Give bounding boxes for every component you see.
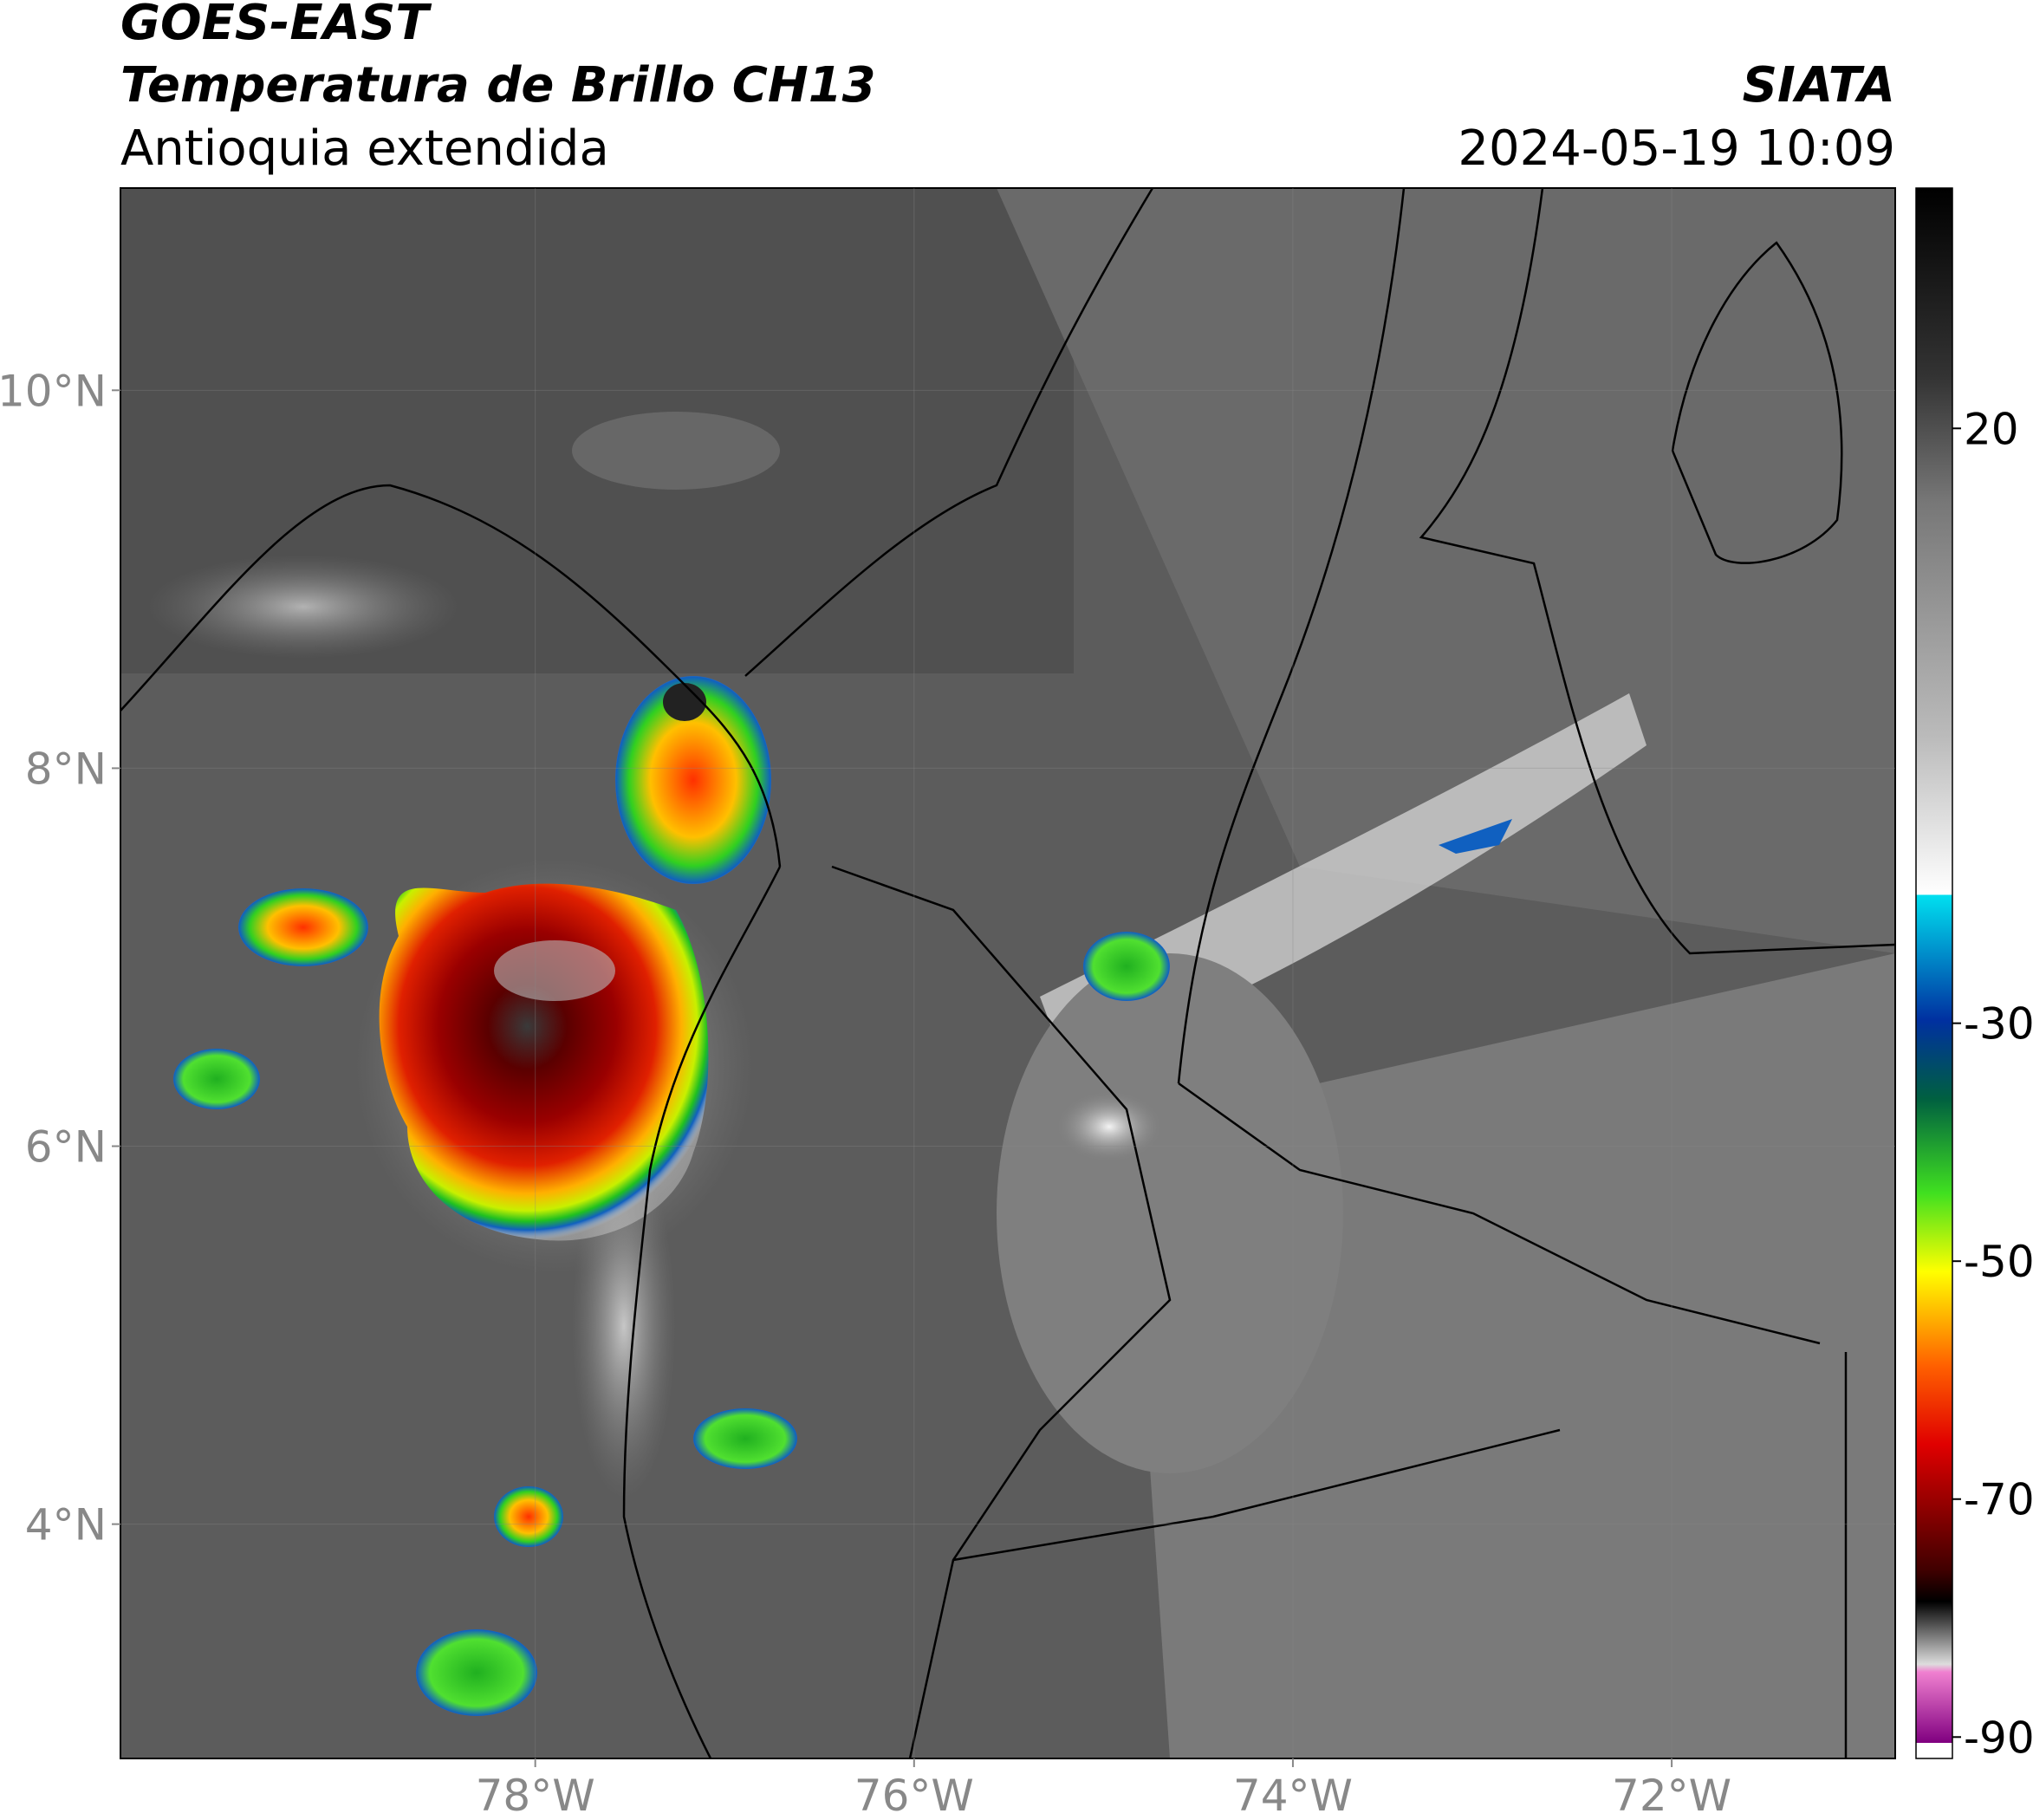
colorbar-tick-label: -30 [1964, 999, 2033, 1050]
subtitle: Temperatura de Brillo CH13 [120, 57, 876, 114]
y-tick-label: 6°N [25, 1122, 107, 1173]
x-tick-label: 78°W [476, 1771, 595, 1820]
colorbar-tick-label: 20 [1964, 404, 2019, 454]
title: GOES-EAST [120, 0, 432, 51]
y-tick-label: 8°N [25, 744, 107, 794]
colorbar-tick-label: -50 [1964, 1237, 2033, 1287]
datetime: 2024-05-19 10:09 [1458, 120, 1895, 177]
x-tick-label: 76°W [854, 1771, 974, 1820]
colorbar-tick-label: -70 [1964, 1475, 2033, 1525]
borders [120, 188, 1895, 1758]
y-tick-label: 10°N [0, 366, 107, 416]
colorbar [1915, 187, 1953, 1759]
x-tick-label: 74°W [1233, 1771, 1353, 1820]
region: Antioquia extendida [120, 120, 609, 177]
source: SIATA [1743, 57, 1895, 114]
map-frame [120, 187, 1896, 1759]
y-tick-label: 4°N [25, 1500, 107, 1550]
colorbar-tick-label: -90 [1964, 1713, 2033, 1763]
satellite-image [120, 188, 1895, 1758]
x-tick-label: 72°W [1612, 1771, 1731, 1820]
